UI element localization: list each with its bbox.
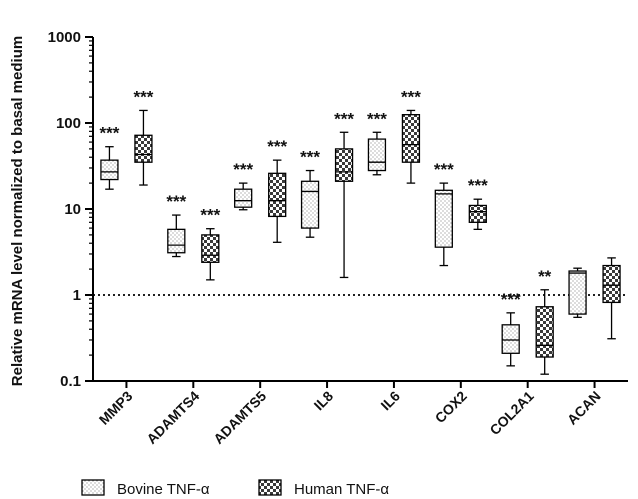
significance-marker: *** [134,87,154,106]
box-il6-human [401,109,421,184]
legend-label-human: Human TNF-α [294,481,389,498]
box-iqr [401,114,421,163]
box-iqr [300,180,320,229]
box-adamts5-human [268,159,287,243]
box-iqr [568,270,587,315]
category-labels: MMP3 ADAMTS4 ADAMTS5 IL8 IL6 COX2 COL2A1 ACAN [96,388,604,447]
box-layer [100,109,621,375]
significance-marker: *** [200,206,220,225]
significance-marker: *** [334,109,354,128]
box-iqr [602,264,621,304]
box-iqr [535,306,554,358]
category-label-cox2: COX2 [432,388,470,426]
category-label-adamts4: ADAMTS4 [143,388,202,447]
significance-marker: *** [434,160,454,179]
box-iqr [334,148,354,182]
box-adamts4-human [201,228,220,281]
category-label-adamts5: ADAMTS5 [210,388,269,447]
y-tick-label: 10 [64,201,81,218]
axes: 0.1 1 10 100 1000 [48,29,628,390]
box-col2a1-bovine [501,312,520,367]
box-iqr [367,138,387,172]
y-tick-label: 100 [56,115,81,132]
significance-marker: *** [166,192,186,211]
box-iqr [234,188,253,208]
box-adamts5-bovine [234,182,253,211]
legend-swatch-bovine [81,479,105,496]
box-acan-bovine [568,267,587,318]
category-label-col2a1: COL2A1 [486,388,537,439]
y-tick-label: 0.1 [60,373,81,390]
box-cox2-bovine [434,182,453,267]
significance-marker: *** [267,137,287,156]
y-tick-label: 1 [73,287,81,304]
category-label-il6: IL6 [377,388,403,414]
y-tick-label: 1000 [48,29,81,46]
significance-marker: *** [367,109,387,128]
significance-marker: *** [501,290,521,309]
significance-marker: *** [468,176,488,195]
significance-marker: *** [401,87,421,106]
category-label-il8: IL8 [311,388,337,414]
box-adamts4-bovine [167,214,186,258]
box-il8-human [334,131,354,279]
legend-swatch-human [258,479,282,496]
box-iqr [468,204,487,223]
box-mmp3-human [134,109,153,186]
box-mmp3-bovine [100,146,119,190]
category-label-acan: ACAN [564,388,604,428]
legend: Bovine TNF-α Human TNF-α [81,479,389,498]
box-iqr [167,228,186,254]
significance-marker: *** [100,124,120,143]
significance-layer: ************************ ****************… [100,87,552,308]
box-iqr [201,234,220,263]
y-axis-title: Relative mRNA level normalized to basal … [9,36,26,386]
box-iqr [434,189,453,248]
box-iqr [501,324,520,354]
significance-marker: *** [300,148,320,167]
significance-marker: ** [538,267,552,286]
category-label-mmp3: MMP3 [96,388,136,428]
box-acan-human [602,257,621,340]
box-il8-bovine [300,169,320,238]
box-iqr [134,134,153,163]
box-iqr [100,159,119,181]
box-il6-bovine [367,131,387,176]
legend-label-bovine: Bovine TNF-α [117,481,210,498]
box-iqr [268,172,287,218]
box-col2a1-human [535,289,554,375]
box-cox2-human [468,198,487,230]
significance-marker: *** [233,160,253,179]
